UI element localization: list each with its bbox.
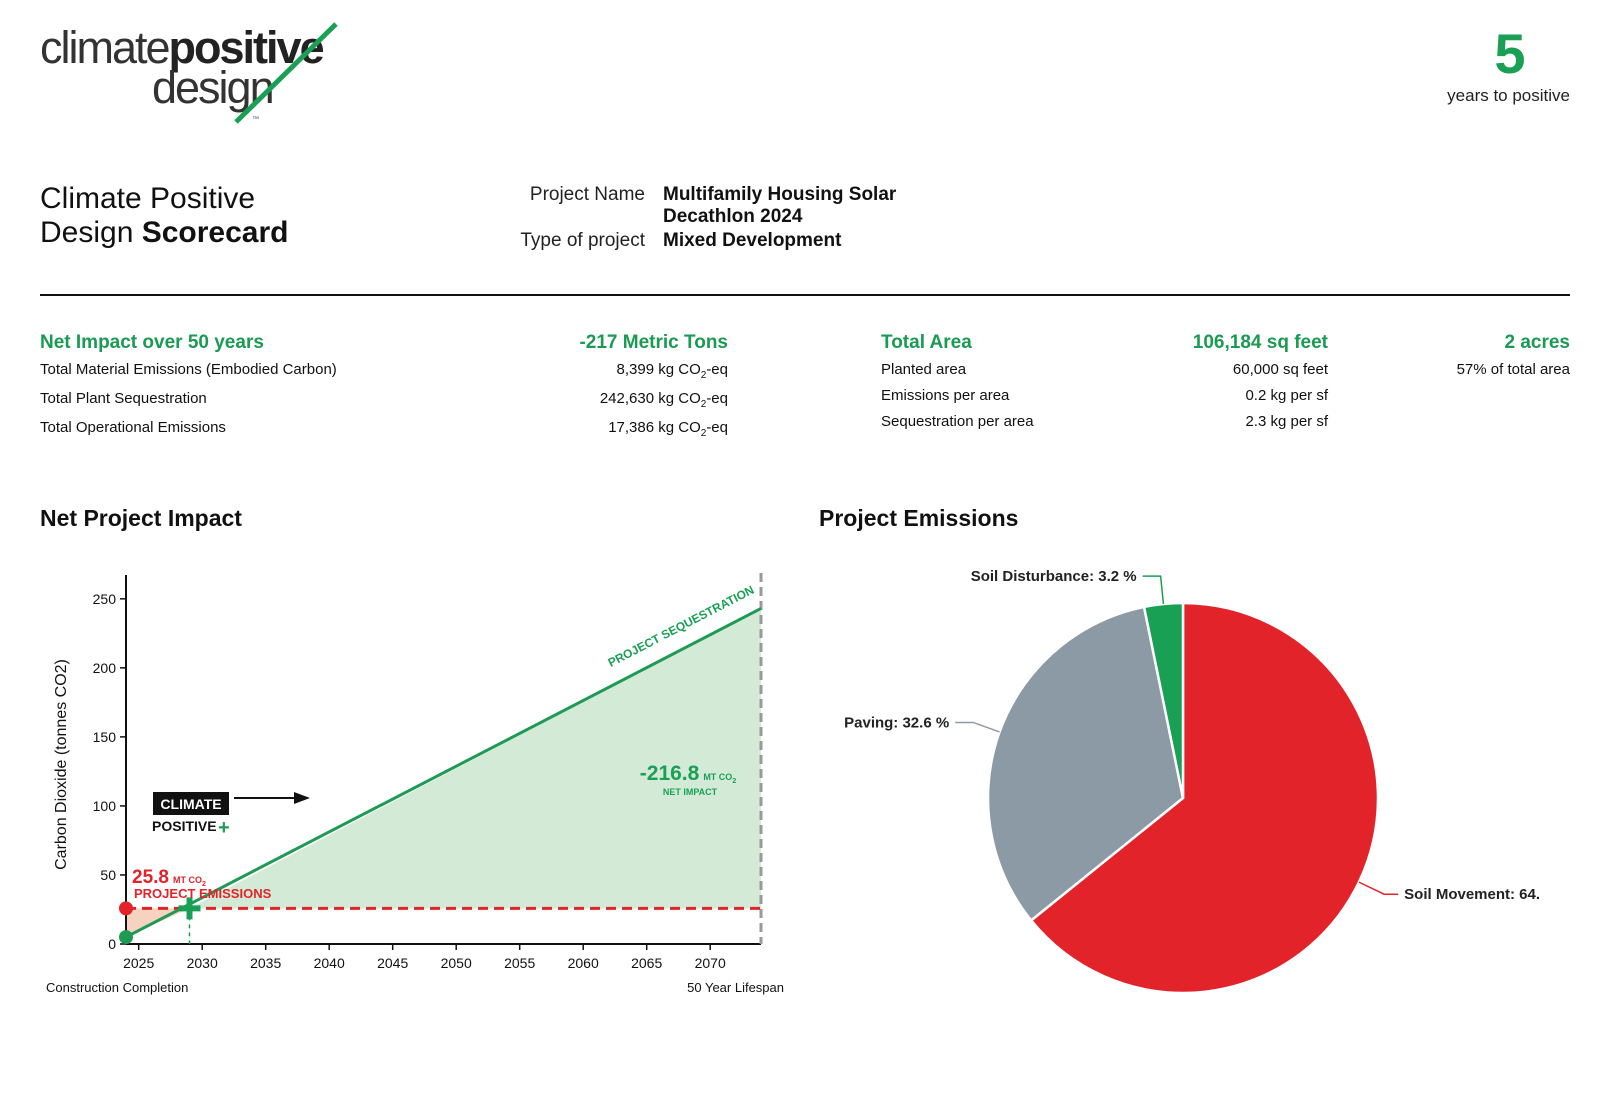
x-tick-label: 2035 [250,955,281,971]
climate-badge-box [153,792,229,815]
title-line-2: Design Scorecard [40,216,289,249]
pie-leader-paving [955,721,1000,733]
operational-emissions-value: 17,386 kg CO2-eq [608,419,728,439]
plant-sequestration-label: Total Plant Sequestration [40,390,207,407]
project-type-value: Mixed Development [663,230,842,251]
y-axis-label: Carbon Dioxide (tonnes CO2) [53,659,70,870]
planted-area-value: 60,000 sq feet [1232,361,1328,378]
years-to-positive-label: years to positive [1447,86,1570,105]
pie-leader-soil-movement [1358,881,1399,895]
y-tick-label: 250 [93,591,117,607]
construction-completion-caption: Construction Completion [46,980,188,995]
sequestration-per-area-value: 2.3 kg per sf [1245,413,1328,430]
planted-area-percent: 57% of total area [1456,361,1570,378]
y-tick-label: 200 [93,660,117,676]
net-impact-label: NET IMPACT [663,787,718,797]
x-tick-label: 2065 [631,955,662,971]
project-emissions-pie-chart: Soil Movement: 64. Paving: 32.6 % Soil Dis… [844,568,1540,995]
sequestration-start-point [119,930,133,945]
x-tick-label: 2055 [504,955,535,971]
badge-arrow-head-icon [294,792,310,804]
x-tick-label: 2070 [695,955,726,971]
x-tick-label: 2060 [568,955,599,971]
project-emissions-title: Project Emissions [819,505,1019,531]
plant-sequestration-value: 242,630 kg CO2-eq [599,390,728,410]
total-area-acres: 2 acres [1504,332,1570,353]
y-tick-label: 150 [93,729,117,745]
net-project-impact-title: Net Project Impact [40,505,242,531]
project-name-value: Multifamily Housing Solar Decathlon 2024 [663,184,897,227]
climate-badge-text: CLIMATE [160,796,221,812]
logo-slash-icon [234,22,338,124]
x-tick-label: 2045 [377,955,408,971]
positive-badge-text: POSITIVE [152,818,217,834]
logo-trademark: ™ [252,116,259,123]
x-tick-label: 2030 [187,955,218,971]
positive-plus-icon: + [218,817,230,839]
net-impact-heading: Net Impact over 50 years [40,332,264,353]
x-tick-label: 2050 [441,955,472,971]
climate-positive-design-logo: climatepositive design ™ [40,18,360,128]
page-title: Climate Positive Design Scorecard [40,182,288,250]
x-tick-label: 2040 [314,955,345,971]
crossover-plus-icon [178,897,201,920]
y-tick-label: 0 [108,936,116,952]
pie-slice-soil-movement [1029,601,1380,995]
x-tick-label: 2025 [123,955,154,971]
project-emissions-value: 25.8 MT CO2 [132,867,206,888]
divider [40,294,1570,296]
years-to-positive-value: 5 [1494,22,1526,85]
y-tick-label: 100 [93,798,117,814]
pie-leader-soil-disturbance [1142,575,1165,605]
emissions-start-point [119,901,133,916]
pie-slice-soil-disturbance [1142,601,1185,799]
logo-word-1: climatepositive [40,22,325,73]
title-line-1: Climate Positive [40,182,256,215]
pie-label-paving: Paving: 32.6 % [844,714,949,731]
project-name-label: Project Name [529,184,645,205]
lifespan-caption: 50 Year Lifespan [687,980,784,995]
pie-label-soil-disturbance: Soil Disturbance: 3.2 % [971,568,1137,585]
sequestration-per-area-label: Sequestration per area [881,413,1034,430]
pie-label-soil-movement: Soil Movement: 64. [1404,886,1540,903]
material-emissions-value: 8,399 kg CO2-eq [616,361,728,381]
net-impact-value: -217 Metric Tons [579,332,728,353]
y-tick-label: 50 [100,867,116,883]
material-emissions-label: Total Material Emissions (Embodied Carbo… [40,361,337,378]
emissions-deficit-area [126,908,190,938]
emissions-per-area-value: 0.2 kg per sf [1245,387,1328,404]
total-area-value: 106,184 sq feet [1192,332,1328,353]
project-type-label: Type of project [520,230,645,251]
total-area-heading: Total Area [881,332,972,353]
pie-slice-paving [986,605,1185,923]
operational-emissions-label: Total Operational Emissions [40,419,226,436]
project-emissions-label: PROJECT EMISSIONS [134,886,272,901]
project-sequestration-line [125,607,762,939]
planted-area-label: Planted area [881,361,967,378]
net-project-impact-chart: 0 50 100 150 200 250 2025 2030 2035 2040 2045 2050 2… [46,573,784,995]
emissions-per-area-label: Emissions per area [881,387,1010,404]
net-impact-value: -216.8 MT CO2 [640,762,737,785]
